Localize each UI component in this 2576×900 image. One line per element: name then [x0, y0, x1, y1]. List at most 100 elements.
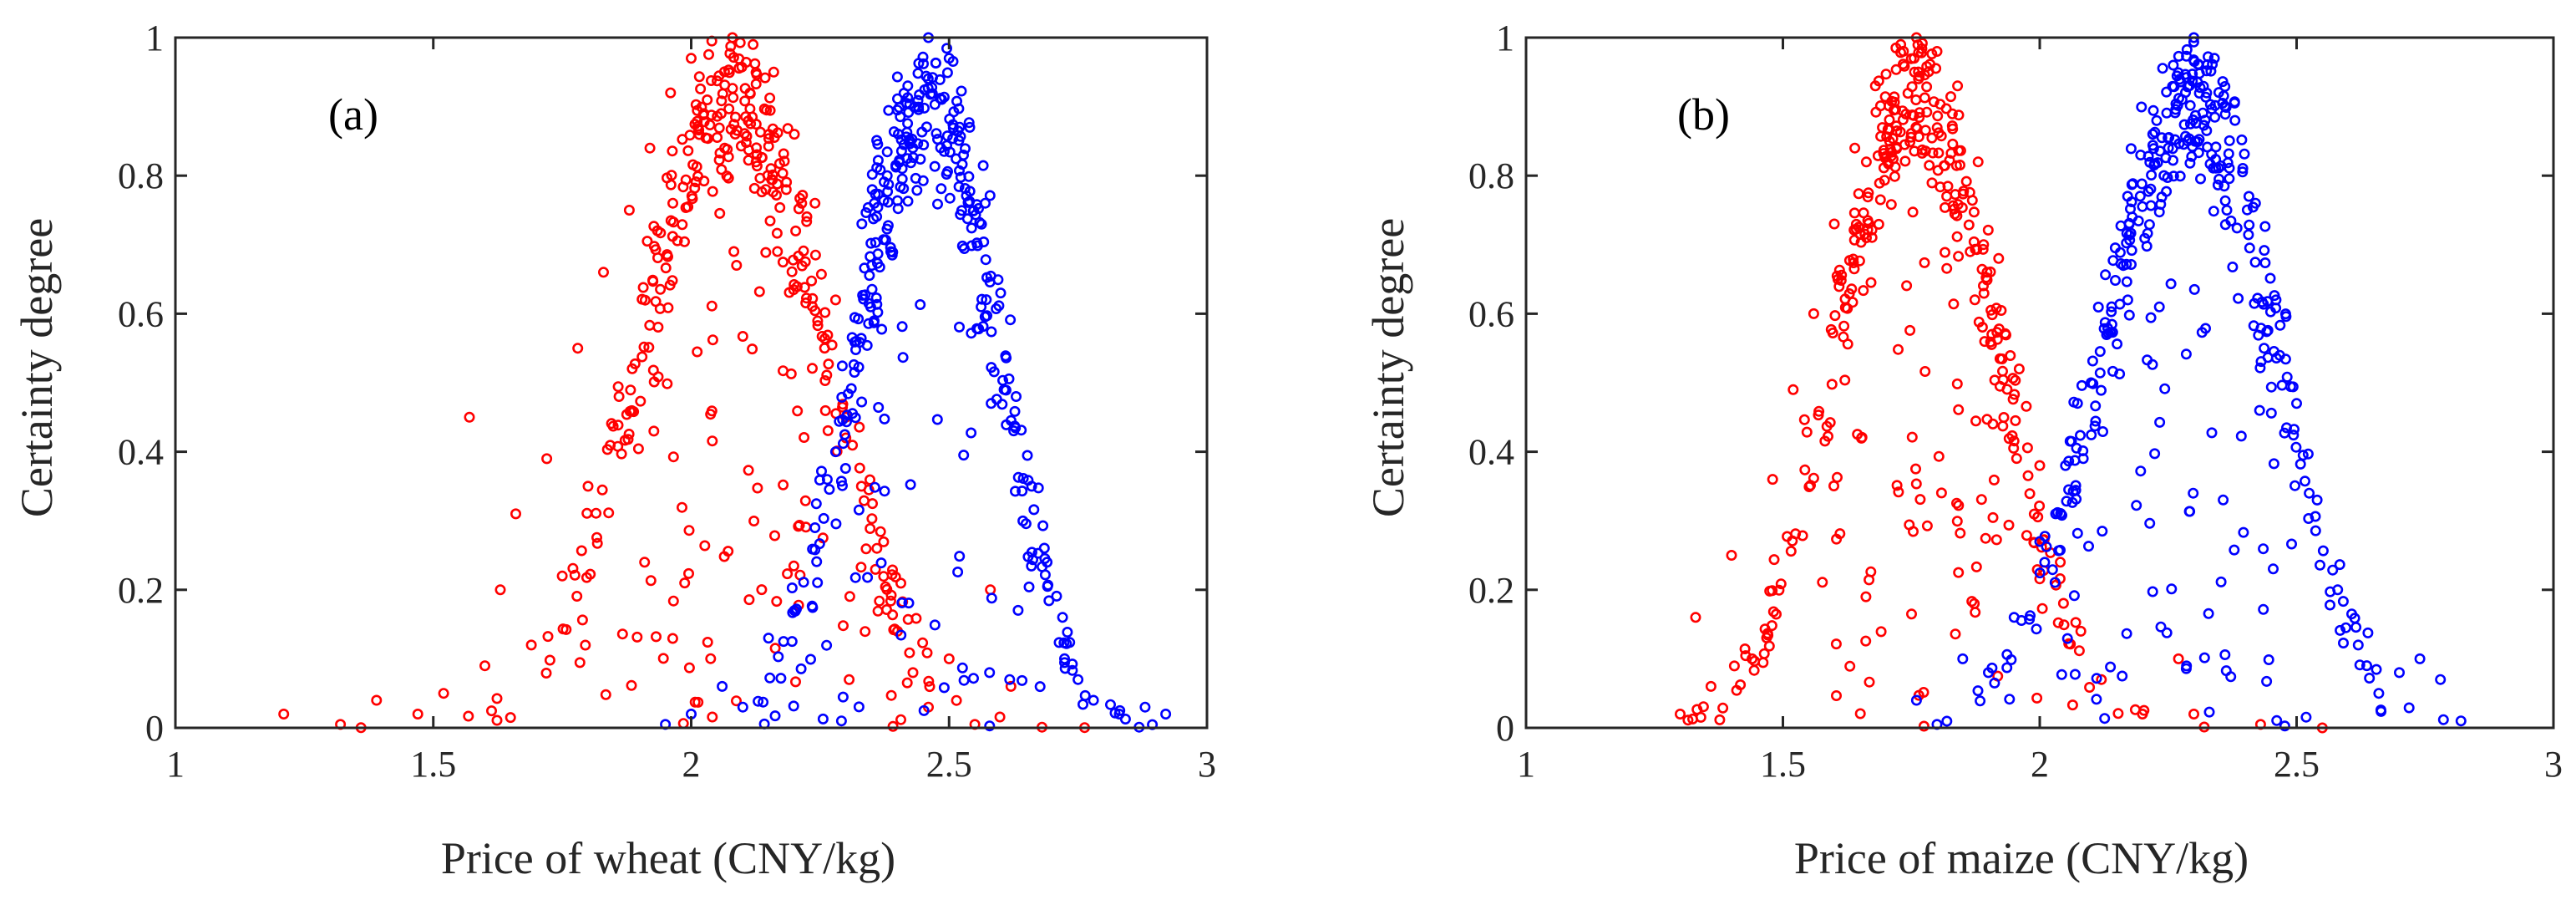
- data-point-blue: [2193, 88, 2205, 99]
- data-point-red: [1705, 680, 1716, 692]
- data-point-red: [1829, 310, 1841, 322]
- y-tick-label: 0.2: [1468, 570, 1514, 611]
- data-point-blue: [1941, 715, 1953, 727]
- data-point-red: [655, 283, 667, 295]
- data-point-red: [1839, 374, 1851, 386]
- data-point-blue: [871, 298, 883, 310]
- data-point-blue: [2239, 148, 2250, 160]
- data-point-red: [767, 186, 778, 198]
- data-point-blue: [966, 222, 977, 234]
- data-point-blue: [2110, 274, 2122, 286]
- data-point-blue: [2056, 669, 2067, 680]
- data-point-red: [1757, 657, 1769, 669]
- data-point-blue: [1105, 699, 1117, 710]
- data-point-red: [1993, 252, 2005, 264]
- data-point-red: [2065, 638, 2077, 650]
- x-tick-label: 2: [682, 744, 701, 785]
- scatter-points-b: [1675, 32, 2467, 734]
- data-point-red: [924, 681, 936, 693]
- data-point-red: [1941, 191, 1953, 202]
- data-point-blue: [2220, 665, 2232, 677]
- data-point-red: [1986, 309, 1998, 321]
- data-point-blue: [1975, 695, 1986, 707]
- data-point-blue: [897, 352, 909, 364]
- data-point-blue: [895, 145, 907, 157]
- data-point-red: [692, 104, 703, 116]
- data-point-red: [601, 444, 613, 455]
- data-point-blue: [764, 672, 776, 684]
- data-point-red: [886, 569, 898, 581]
- data-point-red: [591, 537, 603, 549]
- data-point-red: [739, 95, 751, 107]
- data-point-red: [1882, 124, 1894, 135]
- data-point-red: [790, 225, 802, 236]
- data-point-blue: [2136, 178, 2148, 190]
- data-point-red: [794, 192, 806, 204]
- data-point-red: [1785, 546, 1797, 557]
- data-point-red: [682, 145, 694, 156]
- data-point-red: [687, 193, 698, 205]
- data-point-red: [574, 657, 586, 669]
- data-point-red: [1853, 255, 1865, 267]
- data-point-blue: [2121, 276, 2132, 287]
- data-point-blue: [2100, 269, 2112, 281]
- data-point-blue: [2070, 480, 2082, 491]
- data-point-red: [785, 368, 797, 379]
- data-point-red: [677, 219, 688, 231]
- data-point-blue: [2125, 227, 2137, 239]
- data-point-red: [745, 118, 757, 130]
- data-point-red: [863, 484, 875, 496]
- data-point-red: [724, 48, 736, 59]
- data-point-red: [1842, 338, 1853, 350]
- data-point-red: [801, 216, 813, 227]
- data-point-blue: [2106, 306, 2117, 318]
- data-point-red: [1968, 236, 1980, 247]
- data-point-blue: [2156, 132, 2168, 144]
- data-point-red: [1873, 218, 1884, 230]
- data-point-red: [885, 689, 897, 701]
- data-point-blue: [2201, 125, 2213, 136]
- data-point-blue: [769, 710, 781, 722]
- data-point-red: [1940, 247, 1951, 258]
- data-point-blue: [2142, 186, 2154, 197]
- data-point-red: [1952, 80, 1964, 92]
- data-point-red: [860, 626, 871, 638]
- data-point-red: [616, 628, 628, 640]
- data-point-blue: [947, 122, 959, 134]
- data-point-blue: [896, 597, 908, 608]
- data-point-blue: [962, 196, 974, 208]
- data-point-red: [1875, 626, 1887, 638]
- data-point-blue: [2286, 538, 2298, 550]
- data-point-red: [855, 562, 867, 573]
- data-point-blue: [840, 416, 852, 428]
- data-point-red: [650, 244, 662, 256]
- data-point-red: [1924, 160, 1935, 171]
- data-point-red: [1874, 177, 1885, 189]
- data-point-blue: [2288, 430, 2300, 441]
- data-point-red: [2070, 617, 2082, 628]
- data-point-red: [821, 369, 833, 381]
- data-point-blue: [2325, 599, 2336, 611]
- data-point-blue: [717, 680, 728, 692]
- data-point-red: [793, 521, 804, 532]
- data-point-blue: [968, 673, 980, 684]
- data-point-red: [1687, 713, 1699, 725]
- data-point-blue: [1051, 590, 1062, 602]
- data-point-blue: [836, 360, 848, 372]
- data-point-red: [1970, 607, 1981, 618]
- data-point-red: [749, 58, 761, 69]
- data-point-red: [648, 425, 660, 437]
- data-point-blue: [2099, 713, 2111, 725]
- data-point-blue: [981, 294, 992, 306]
- data-point-red: [822, 425, 834, 436]
- data-point-blue: [2195, 173, 2207, 185]
- data-point-red: [1828, 218, 1840, 230]
- data-point-red: [951, 694, 962, 706]
- data-point-blue: [786, 636, 798, 648]
- data-point-blue: [2066, 496, 2078, 508]
- data-point-red: [1940, 201, 1951, 213]
- data-point-blue: [875, 557, 887, 569]
- data-point-red: [665, 179, 677, 191]
- data-point-blue: [1011, 390, 1022, 402]
- data-point-blue: [896, 321, 908, 333]
